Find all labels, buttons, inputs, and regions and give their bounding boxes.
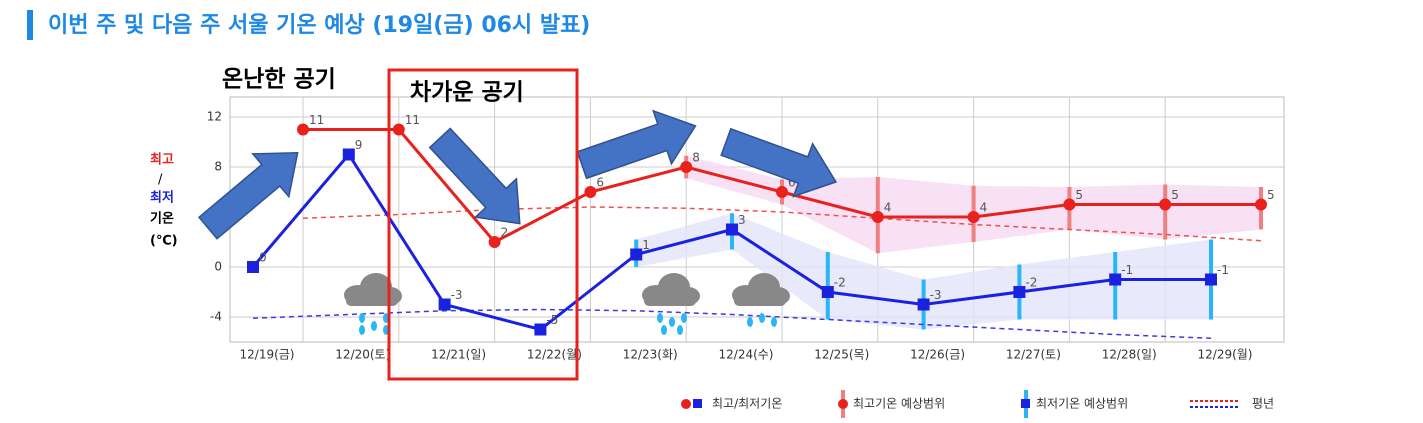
data-label: -3 — [451, 288, 463, 302]
data-label: -5 — [546, 313, 558, 327]
x-tick-label: 12/25(목) — [814, 348, 869, 362]
x-tick-label: 12/21(일) — [431, 348, 486, 362]
legend-marker — [681, 399, 691, 409]
point — [1205, 273, 1217, 286]
data-label: -2 — [1025, 276, 1037, 290]
legend-marker — [838, 399, 848, 409]
data-label: -3 — [930, 288, 942, 302]
y-tick-label: 0 — [214, 260, 222, 274]
legend-label: 최저기온 예상범위 — [1036, 397, 1128, 411]
point — [630, 248, 643, 261]
point — [1109, 273, 1122, 286]
annotation: 온난한 공기 — [222, 67, 336, 93]
y-label: 최고 — [150, 153, 174, 168]
arrow — [197, 109, 838, 240]
data-label: 6 — [788, 176, 796, 190]
data-label: 6 — [596, 176, 604, 190]
point — [438, 298, 451, 311]
highlight-box — [387, 68, 579, 381]
x-tick-label: 12/27(토) — [1006, 348, 1061, 362]
normal-line — [302, 206, 1262, 242]
data-label: 8 — [692, 151, 700, 165]
data-label: 11 — [405, 113, 420, 127]
y-tick-label: 8 — [214, 160, 222, 174]
legend-label: 평년 — [1252, 397, 1274, 411]
legend-marker — [1021, 399, 1030, 408]
data-label: 4 — [980, 201, 988, 215]
x-tick-label: 12/19(금) — [240, 348, 295, 362]
data-label: 9 — [355, 138, 363, 152]
data-label: 5 — [1267, 188, 1275, 202]
point — [342, 148, 355, 161]
point — [680, 161, 693, 173]
x-tick-label: 12/20(토) — [335, 348, 390, 362]
x-tick-label: 12/24(수) — [719, 348, 774, 362]
normal-line — [252, 308, 1212, 339]
data-label: -1 — [1217, 263, 1229, 277]
point — [247, 261, 259, 273]
legend-marker — [693, 399, 702, 408]
data-label: 1 — [642, 238, 650, 252]
point — [967, 211, 980, 223]
data-label: -2 — [834, 276, 846, 290]
legend: 최고/최저기온 최고기온 예상범위 최저기온 예상범위 평년 — [681, 390, 1274, 418]
y-label: / — [158, 173, 163, 188]
point — [871, 211, 884, 223]
range-band — [636, 213, 1211, 330]
x-tick-label: 12/26(금) — [910, 348, 965, 362]
point — [488, 236, 501, 248]
point — [726, 223, 738, 236]
weather-icon — [344, 273, 790, 335]
point — [1013, 286, 1026, 298]
point — [534, 323, 547, 336]
x-tick-label: 12/28(일) — [1102, 348, 1157, 362]
data-label: 0 — [259, 251, 267, 265]
data-label: 3 — [738, 213, 746, 227]
data-label: 5 — [1075, 188, 1083, 202]
point — [584, 186, 597, 198]
legend-label: 최고기온 예상범위 — [853, 397, 945, 411]
point — [297, 123, 309, 136]
point — [1255, 198, 1267, 211]
annotation: 차가운 공기 — [410, 80, 524, 106]
data-label: 5 — [1171, 188, 1179, 202]
chart-title: 이번 주 및 다음 주 서울 기온 예상 (19일(금) 06시 발표) — [48, 13, 590, 38]
point — [776, 186, 788, 198]
point — [1063, 198, 1076, 211]
data-label: 2 — [501, 226, 509, 240]
data-label: -1 — [1121, 263, 1133, 277]
y-label: (℃) — [150, 234, 178, 249]
data-label: 4 — [884, 201, 892, 215]
x-tick-label: 12/22(월) — [527, 348, 582, 362]
legend-label: 최고/최저기온 — [712, 397, 782, 411]
y-tick-label: 12 — [207, 110, 222, 124]
y-tick-label: -4 — [210, 310, 222, 324]
point — [1159, 198, 1172, 211]
x-tick-label: 12/23(화) — [623, 348, 678, 362]
y-label: 최저 — [150, 191, 174, 206]
point — [917, 298, 930, 311]
point — [392, 123, 405, 136]
x-tick-label: 12/29(월) — [1198, 348, 1253, 362]
data-label: 11 — [309, 113, 324, 127]
title-bar — [27, 10, 33, 40]
point — [821, 286, 834, 298]
y-label: 기온 — [150, 212, 174, 227]
